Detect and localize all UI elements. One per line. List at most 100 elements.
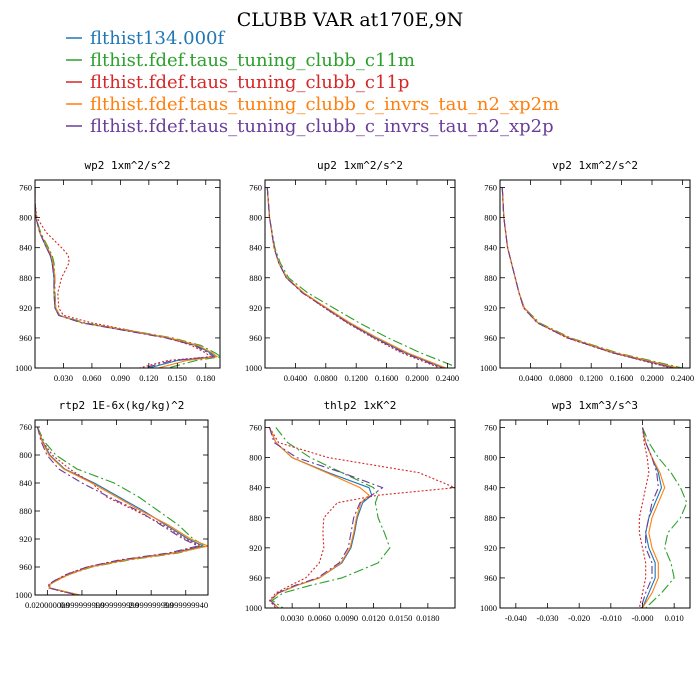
x-tick-label: -0.010 [600, 613, 622, 623]
y-tick-label: 920 [484, 543, 497, 553]
plot-frame [34, 419, 209, 596]
x-tick-label: 0.2000 [640, 373, 663, 383]
y-tick-label: 880 [19, 273, 32, 283]
panel-1: wp2 1xm^2/s^2 760 800 840 880 920 960 1000 0.030… [15, 159, 221, 383]
legend-label-4: flthist.fdef.taus_tuning_clubb_c_invrs_t… [90, 94, 559, 115]
y-tick-label: 800 [249, 453, 262, 463]
x-tick-label: 0.150 [168, 373, 187, 383]
y-tick-label: 800 [484, 213, 497, 223]
x-tick-label: 0.2400 [436, 373, 459, 383]
series-line-3 [638, 427, 650, 608]
x-tick-label: 0.2400 [671, 373, 694, 383]
x-tick-label: 0.0120 [362, 613, 385, 623]
panel-title: wp3 1xm^3/s^3 [552, 399, 638, 412]
x-tick-label: 0.180 [196, 373, 215, 383]
y-tick-label: 840 [19, 243, 32, 253]
x-tick-label: 0.0800 [549, 373, 572, 383]
x-tick-label: 0.0800 [314, 373, 337, 383]
series-line-4 [35, 187, 218, 368]
plot-frame [264, 179, 456, 369]
y-tick-label: 1000 [245, 603, 262, 613]
y-tick-label: 800 [484, 453, 497, 463]
series-group [266, 187, 455, 368]
y-tick-label: 920 [249, 543, 262, 553]
x-tick-label: 0.1200 [580, 373, 603, 383]
y-tick-label: 840 [249, 243, 262, 253]
series-group [35, 187, 220, 368]
x-tick-label: -0.030 [537, 613, 559, 623]
y-tick-label: 960 [249, 573, 262, 583]
y-tick-label: 760 [484, 423, 497, 433]
y-tick-label: 880 [19, 506, 32, 516]
y-tick-label: 920 [19, 303, 32, 313]
panel-3: vp2 1xm^2/s^2 760 800 840 880 920 960 1000 0.040… [480, 159, 694, 383]
series-line-2 [36, 426, 207, 595]
y-tick-label: 840 [484, 243, 497, 253]
series-group [638, 427, 688, 608]
y-tick-label: 960 [19, 562, 32, 572]
panel-5: thlp2 1xK^2 760 800 840 880 920 960 1000 0.0030 0… [245, 399, 456, 623]
y-tick-label: 840 [484, 483, 497, 493]
y-tick-label: 880 [484, 273, 497, 283]
figure-title: CLUBB VAR at170E,9N [237, 9, 463, 31]
plot-frame [34, 179, 221, 369]
y-tick-label: 760 [19, 422, 32, 432]
plot-frame [499, 179, 691, 369]
y-tick-label: 920 [249, 303, 262, 313]
x-tick-label: 0.1600 [610, 373, 633, 383]
x-tick-label: 0.030 [54, 373, 73, 383]
x-tick-label: 0.1600 [375, 373, 398, 383]
y-tick-label: 1000 [245, 363, 262, 373]
y-tick-label: 800 [19, 450, 32, 460]
y-tick-label: 1000 [15, 590, 32, 600]
y-tick-label: 960 [19, 333, 32, 343]
x-tick-label: 0.0090 [335, 613, 358, 623]
panel-6: wp3 1xm^3/s^3 760 800 840 880 920 960 1000 -0.04… [480, 399, 691, 623]
series-group [501, 187, 683, 368]
series-line-5 [640, 427, 659, 608]
panel-2: up2 1xm^2/s^2 760 800 840 880 920 960 1000 0.040… [245, 159, 459, 383]
x-tick-label: 0.0060 [308, 613, 331, 623]
x-tick-label: 0.0400 [284, 373, 307, 383]
x-tick-label: 0.060 [82, 373, 101, 383]
series-group [36, 426, 208, 595]
x-tick-label: 3.999999940 [163, 600, 208, 610]
y-tick-label: 960 [484, 573, 497, 583]
series-line-3 [36, 426, 202, 595]
y-tick-label: 760 [249, 423, 262, 433]
x-tick-label: 0.0180 [416, 613, 439, 623]
y-tick-label: 880 [484, 513, 497, 523]
panel-title: rtp2 1E-6x(kg/kg)^2 [59, 399, 185, 412]
y-tick-label: 840 [19, 478, 32, 488]
y-tick-label: 760 [484, 183, 497, 193]
x-tick-label: 0.010 [665, 613, 684, 623]
series-line-3 [266, 187, 441, 368]
y-tick-label: 1000 [15, 363, 32, 373]
x-tick-label: 0.020000000 [25, 600, 70, 610]
series-line-4 [36, 426, 208, 595]
y-tick-label: 920 [484, 303, 497, 313]
x-tick-label: 2.999999990 [129, 600, 174, 610]
x-tick-label: 0.0400 [519, 373, 542, 383]
series-line-4 [641, 427, 666, 608]
y-tick-label: 960 [484, 333, 497, 343]
legend-label-5: flthist.fdef.taus_tuning_clubb_c_invrs_t… [90, 116, 554, 137]
series-group [268, 427, 455, 608]
y-tick-label: 760 [19, 183, 32, 193]
series-line-5 [35, 187, 214, 368]
y-tick-label: 1000 [480, 603, 497, 613]
legend: flthist134.000fflthist.fdef.taus_tuning_… [66, 28, 559, 137]
legend-label-1: flthist134.000f [90, 28, 225, 49]
series-line-2 [271, 427, 391, 608]
x-tick-label: 0.120 [139, 373, 158, 383]
panel-4: rtp2 1E-6x(kg/kg)^2 760 800 840 880 920 960 100… [15, 399, 209, 610]
x-tick-label: -0.020 [568, 613, 590, 623]
panel-title: up2 1xm^2/s^2 [317, 159, 403, 172]
plot-frame [499, 419, 691, 609]
series-line-5 [268, 427, 384, 608]
legend-label-2: flthist.fdef.taus_tuning_clubb_c11m [90, 50, 415, 71]
series-line-2 [35, 187, 220, 368]
y-tick-label: 800 [249, 213, 262, 223]
